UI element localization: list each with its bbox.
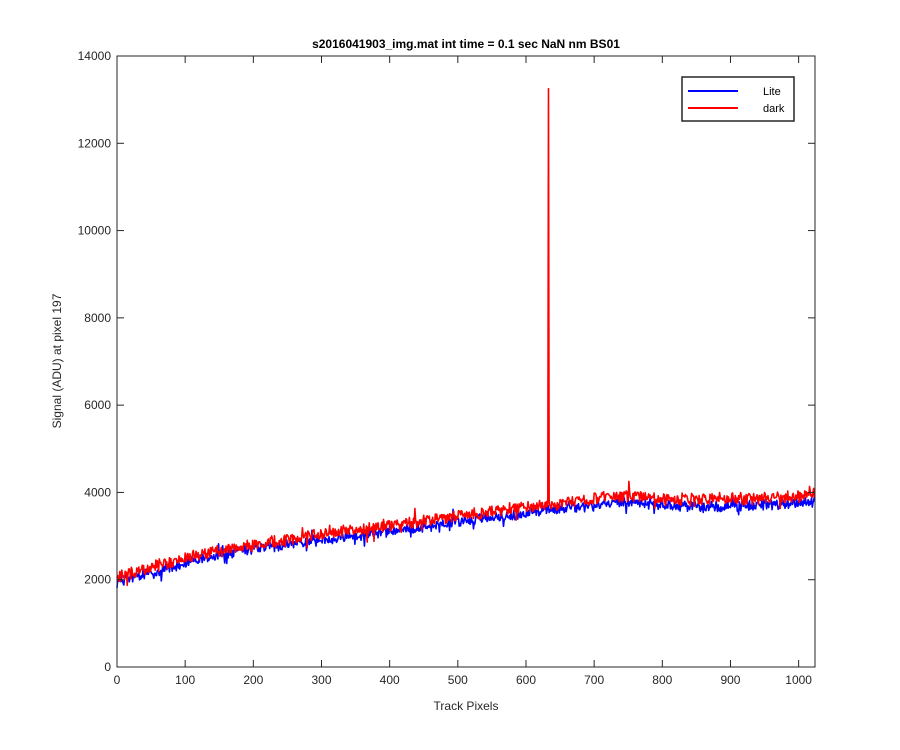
series-layer — [116, 87, 816, 588]
x-tick-label: 600 — [516, 673, 536, 687]
x-tick-label: 800 — [652, 673, 672, 687]
x-axis: 0 100 200 300 400 500 600 700 800 900 1000 — [114, 56, 812, 687]
y-tick-label: 4000 — [84, 485, 111, 499]
y-axis: 0 2000 4000 6000 8000 10000 12000 14000 — [78, 49, 815, 674]
chart-title: s2016041903_img.mat int time = 0.1 sec N… — [312, 37, 620, 51]
y-tick-label: 12000 — [78, 136, 112, 150]
plot-area — [117, 56, 815, 667]
legend-label-dark: dark — [763, 103, 785, 115]
y-tick-label: 2000 — [84, 573, 111, 587]
y-tick-label: 8000 — [84, 311, 111, 325]
y-tick-label: 10000 — [78, 224, 112, 238]
y-axis-label: Signal (ADU) at pixel 197 — [50, 293, 64, 428]
y-tick-label: 0 — [104, 660, 111, 674]
legend-box — [681, 76, 795, 122]
x-tick-label: 0 — [114, 673, 121, 687]
y-tick-label: 6000 — [84, 398, 111, 412]
x-tick-label: 200 — [243, 673, 263, 687]
x-axis-label: Track Pixels — [434, 699, 499, 713]
x-tick-label: 400 — [380, 673, 400, 687]
x-tick-label: 100 — [175, 673, 195, 687]
y-tick-label: 14000 — [78, 49, 112, 63]
x-tick-label: 900 — [720, 673, 740, 687]
x-tick-label: 1000 — [785, 673, 812, 687]
plot-frame — [116, 55, 816, 668]
legend: Lite dark — [681, 76, 795, 122]
series-line-dark — [116, 87, 816, 587]
series-line-lite — [116, 496, 816, 588]
legend-label-lite: Lite — [763, 86, 781, 98]
x-tick-label: 300 — [311, 673, 331, 687]
x-tick-label: 500 — [448, 673, 468, 687]
x-tick-label: 700 — [584, 673, 604, 687]
